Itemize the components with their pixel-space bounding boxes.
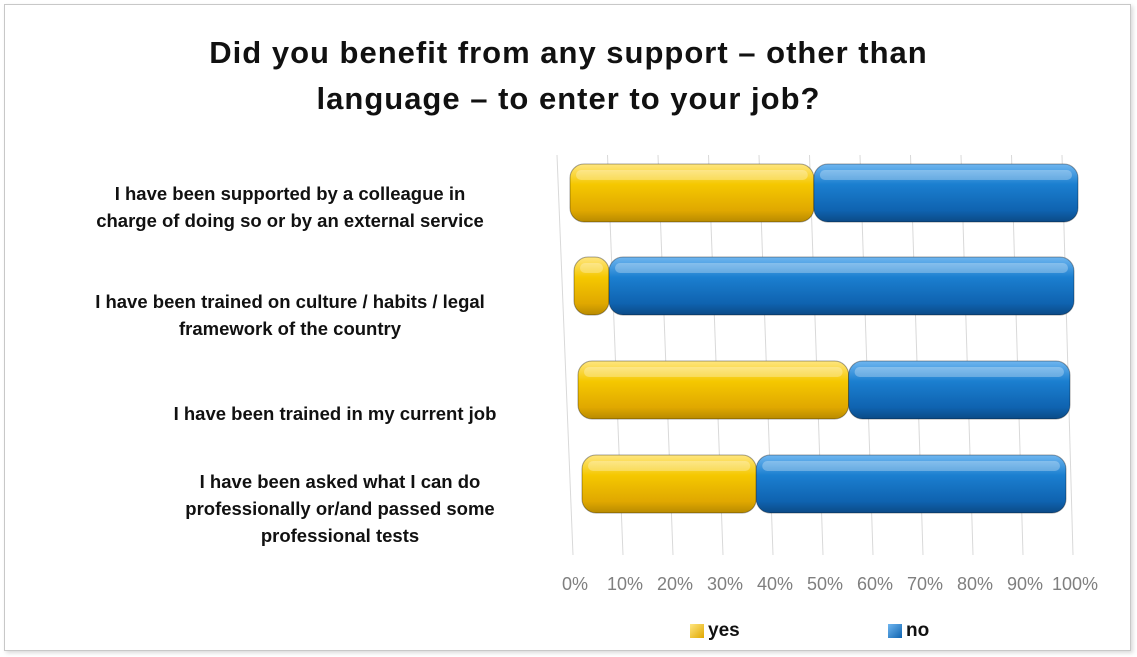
category-label-line: framework of the country bbox=[178, 318, 402, 339]
category-label-4: I have been asked what I can do professio… bbox=[120, 468, 560, 549]
x-tick-label: 20% bbox=[657, 574, 693, 594]
category-label-3: I have been trained in my current job bbox=[120, 400, 550, 427]
legend-swatch-no bbox=[888, 624, 902, 638]
bar-no-2 bbox=[608, 256, 1075, 316]
bar-yes-1 bbox=[569, 163, 815, 223]
bar-highlight bbox=[580, 263, 603, 273]
x-tick-label: 80% bbox=[957, 574, 993, 594]
chart-title: Did you benefit from any support – other… bbox=[0, 30, 1137, 122]
legend-swatch-yes bbox=[690, 624, 704, 638]
bar-highlight bbox=[854, 367, 1064, 377]
bar-highlight bbox=[584, 367, 843, 377]
chart-title-line-2: language – to enter to your job? bbox=[316, 81, 821, 116]
bars bbox=[569, 163, 1079, 514]
x-tick-label: 30% bbox=[707, 574, 743, 594]
bar-no-3 bbox=[848, 360, 1071, 420]
chart-title-line-1: Did you benefit from any support – other… bbox=[209, 35, 928, 70]
category-label-1: I have been supported by a colleague in c… bbox=[30, 180, 550, 234]
category-label-line: professional tests bbox=[260, 525, 420, 546]
x-tick-label: 70% bbox=[907, 574, 943, 594]
x-tick-label: 90% bbox=[1007, 574, 1043, 594]
legend-item-no: no bbox=[888, 620, 929, 642]
category-label-line: I have been supported by a colleague in bbox=[114, 183, 466, 204]
legend-label-no: no bbox=[906, 620, 930, 641]
chart-frame bbox=[4, 4, 1131, 651]
category-label-2: I have been trained on culture / habits … bbox=[30, 288, 550, 342]
category-label-line: professionally or/and passed some bbox=[185, 498, 495, 519]
bar-no-4 bbox=[755, 454, 1067, 514]
category-label-line: I have been asked what I can do bbox=[199, 471, 481, 492]
x-tick-label: 100% bbox=[1052, 574, 1098, 594]
x-tick-label: 50% bbox=[807, 574, 843, 594]
x-tick-label: 0% bbox=[562, 574, 588, 594]
bar-highlight bbox=[588, 461, 751, 471]
bar-no-1 bbox=[813, 163, 1079, 223]
gridline bbox=[556, 154, 574, 556]
bar-highlight bbox=[762, 461, 1060, 471]
legend-label-yes: yes bbox=[708, 620, 740, 641]
x-tick-label: 10% bbox=[607, 574, 643, 594]
legend-item-yes: yes bbox=[690, 620, 740, 642]
category-label-line: I have been trained in my current job bbox=[173, 403, 497, 424]
bar-highlight bbox=[819, 170, 1072, 180]
x-tick-label: 40% bbox=[757, 574, 793, 594]
x-tick-label: 60% bbox=[857, 574, 893, 594]
category-label-line: I have been trained on culture / habits … bbox=[95, 291, 485, 312]
bar-highlight bbox=[615, 263, 1068, 273]
x-axis-ticks: 0% 10% 20% 30% 40% 50% 60% 70% 80% 90% 100% bbox=[562, 574, 1098, 594]
category-label-line: charge of doing so or by an external ser… bbox=[96, 210, 484, 231]
bar-highlight bbox=[576, 170, 808, 180]
